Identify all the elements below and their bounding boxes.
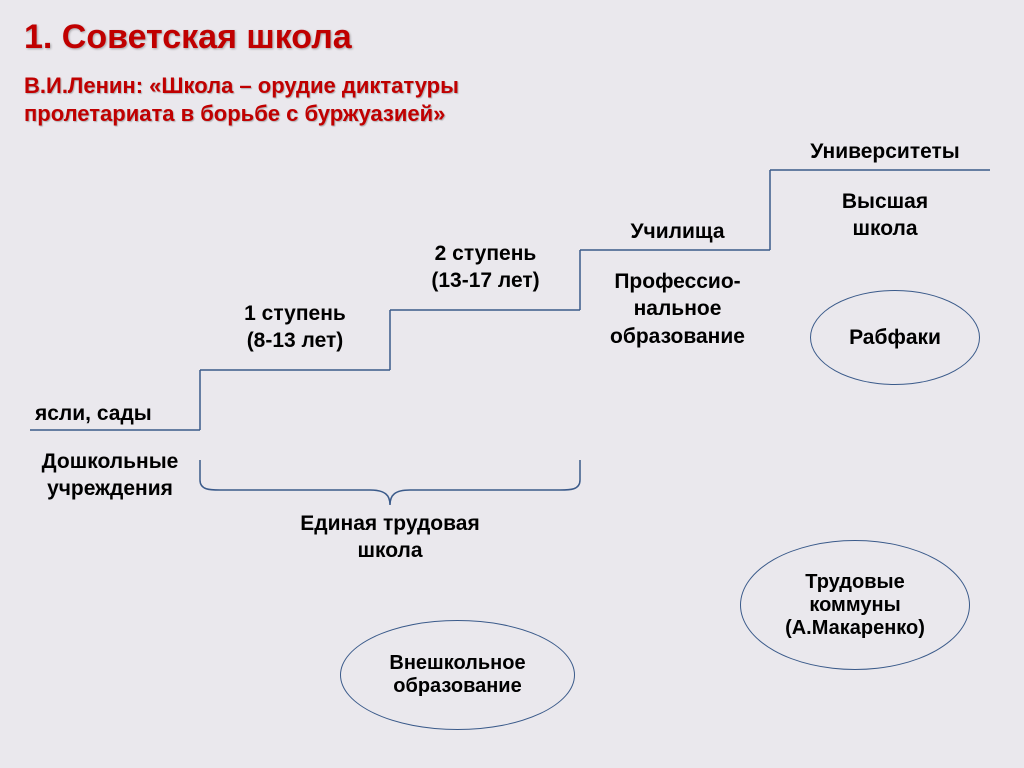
step4-top-label: Училища [590, 218, 765, 245]
step2-top-label: 1 ступень(8-13 лет) [210, 300, 380, 355]
ellipse-rabfaki: Рабфаки [810, 290, 980, 385]
step5-top-label: Университеты [780, 138, 990, 165]
step1-bottom-label: Дошкольныеучреждения [20, 448, 200, 503]
bracket-label: Единая трудоваяшкола [270, 510, 510, 565]
ellipse-vneshkolnoe: Внешкольноеобразование [340, 620, 575, 730]
ellipse-trudovye-kommuny: Трудовыекоммуны(А.Макаренко) [740, 540, 970, 670]
step1-top-label: ясли, сады [35, 400, 195, 427]
step4-bottom-label: Професcио-нальноеобразование [590, 268, 765, 350]
step5-bottom-label: Высшаяшкола [790, 188, 980, 243]
step3-top-label: 2 ступень(13-17 лет) [398, 240, 573, 295]
